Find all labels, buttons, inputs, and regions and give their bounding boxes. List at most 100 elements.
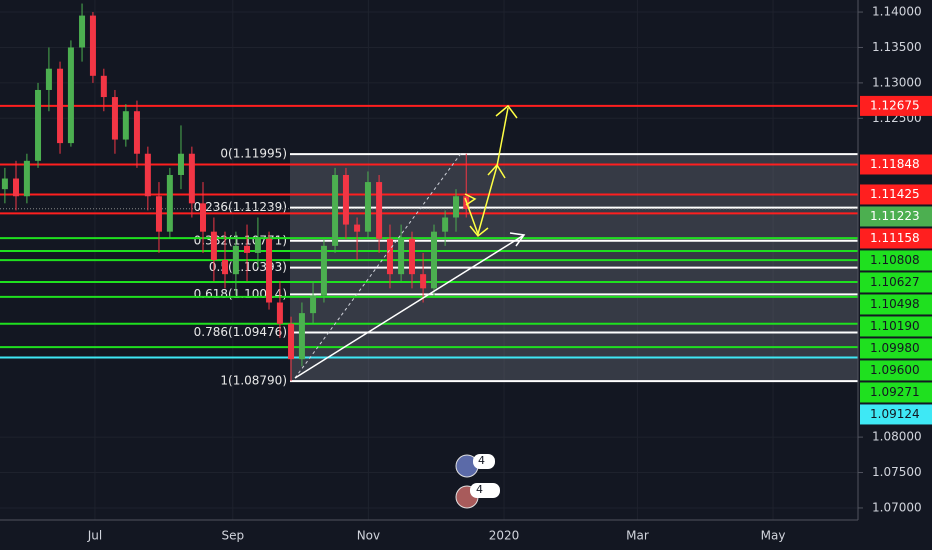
arrow-head (464, 193, 477, 206)
price-label-bg (860, 404, 932, 425)
axes: Jul Sep Nov 2020 Mar May 1.14000 1.13500 1.13000… (87, 5, 932, 543)
candle-body (298, 313, 305, 360)
fib-label: 0(1.11995) (220, 147, 287, 161)
candle-body (177, 153, 184, 175)
candle-body (398, 238, 405, 275)
candle-body (57, 68, 64, 144)
candle-body (386, 238, 393, 275)
trend-line[interactable] (294, 234, 525, 379)
price-label: 1.10808 (870, 253, 920, 267)
price-label-bg (860, 184, 932, 205)
price-label-bg (860, 228, 932, 249)
fib-label: 0.382(1.10771) (194, 233, 287, 247)
arrow-head (509, 232, 526, 247)
candle-body (89, 15, 96, 76)
drawings[interactable] (294, 104, 526, 379)
price-label-bg (860, 338, 932, 359)
candle-body (155, 196, 162, 232)
candle-body (45, 68, 52, 90)
candle-body (288, 323, 295, 360)
candle-body (332, 174, 339, 246)
event-badge (470, 483, 500, 498)
candle-body (122, 111, 129, 140)
candle-body (320, 245, 327, 296)
price-label: 1.09271 (870, 385, 920, 399)
candle-body (342, 174, 349, 225)
fib-label: 0.786(1.09476) (194, 325, 287, 339)
candle-body (1, 178, 8, 190)
price-label-bg (860, 250, 932, 271)
price-label: 1.11425 (870, 187, 920, 201)
price-label-bg (860, 154, 932, 175)
price-label: 1.11848 (870, 157, 920, 171)
candles (1, 3, 470, 382)
arrow-head (469, 225, 489, 238)
event-count: 4 (478, 454, 485, 467)
y-tick-label: 1.13000 (872, 75, 922, 89)
candle-body (23, 160, 30, 197)
y-tick-label: 1.08000 (872, 430, 922, 444)
y-tick-label: 1.14000 (872, 5, 922, 19)
fib-label: 0.236(1.11239) (194, 200, 287, 214)
candle-body (79, 15, 86, 48)
price-label-bg (860, 272, 932, 293)
yellow-path[interactable] (464, 107, 509, 237)
fib-label: 0.618(1.10014) (194, 287, 287, 301)
price-label: 1.10190 (870, 319, 920, 333)
candle-body (442, 217, 449, 232)
price-label: 1.09600 (870, 363, 920, 377)
candle-body (276, 302, 283, 324)
price-label: 1.12675 (870, 98, 920, 112)
fib-label: 1(1.08790) (220, 374, 287, 388)
candle-body (354, 224, 361, 232)
fib-label: 0.5(1.10393) (209, 260, 287, 274)
price-label-bg (860, 382, 932, 403)
candle-body (111, 97, 118, 140)
candle-body (408, 238, 415, 275)
price-label-bg (860, 95, 932, 116)
price-label: 1.10498 (870, 297, 920, 311)
arrow-head (495, 104, 518, 119)
event-count: 4 (476, 483, 483, 496)
candle-body (222, 260, 229, 275)
price-label: 1.11158 (870, 231, 920, 245)
price-label-bg (860, 360, 932, 381)
candle-body (13, 178, 20, 197)
x-tick-label: May (761, 529, 786, 543)
arrow-head (487, 163, 506, 179)
x-tick-label: Nov (357, 529, 380, 543)
y-tick-label: 1.13500 (872, 40, 922, 54)
y-tick-label: 1.07000 (872, 500, 922, 514)
candle-body (199, 203, 206, 232)
candle-body (188, 153, 195, 204)
events[interactable]: 4 4 (455, 454, 500, 509)
price-label: 1.09124 (870, 407, 920, 421)
price-label: 1.09980 (870, 341, 920, 355)
y-tick-label: 1.07500 (872, 465, 922, 479)
candle-body (244, 245, 251, 253)
price-label-bg (860, 206, 932, 227)
dashed-trend-line[interactable] (294, 151, 463, 379)
x-tick-label: Jul (87, 529, 102, 543)
candle-body (266, 238, 273, 303)
candle-body (431, 231, 438, 289)
candle-body (67, 47, 74, 144)
candle-body (420, 274, 427, 289)
candle-body (100, 75, 107, 98)
candle-body (35, 89, 42, 161)
candle-body (376, 182, 383, 239)
candle-body (453, 196, 460, 218)
candle-body (166, 174, 173, 232)
price-label: 1.11223 (870, 209, 920, 223)
event-badge (473, 454, 495, 469)
price-label-bg (860, 316, 932, 337)
x-tick-label: Mar (626, 529, 649, 543)
price-lines[interactable] (0, 104, 858, 359)
candle-body (133, 111, 140, 154)
fib-retracement[interactable]: 0(1.11995) 0.236(1.11239) 0.382(1.10771) 0.… (194, 147, 858, 388)
candle-body (210, 231, 217, 260)
price-label: 1.10627 (870, 275, 920, 289)
x-tick-label: Sep (221, 529, 244, 543)
price-label-bg (860, 294, 932, 315)
x-tick-label: 2020 (489, 529, 520, 543)
